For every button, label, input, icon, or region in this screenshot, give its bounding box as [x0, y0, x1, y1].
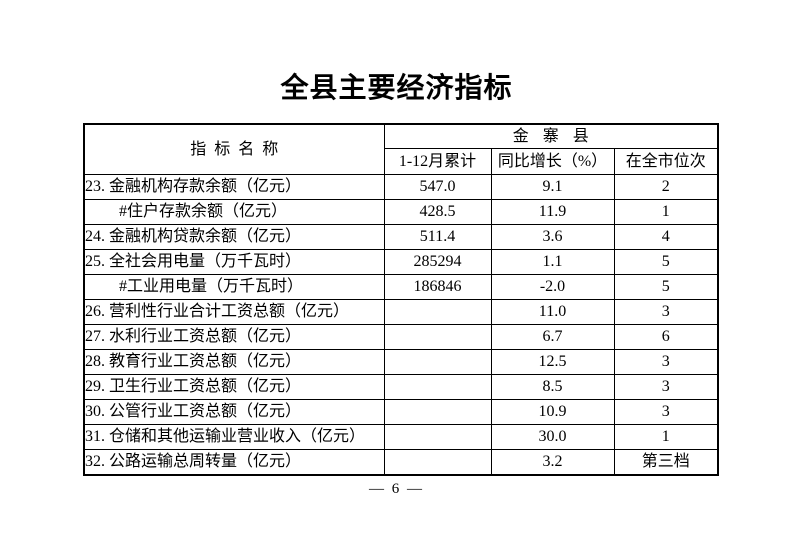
cumulative-cell	[383, 324, 492, 350]
table-row: 26. 营利性行业合计工资总额（亿元） 11.0 3	[83, 299, 719, 325]
cumulative-cell	[383, 374, 492, 400]
growth-cell: 11.9	[490, 199, 615, 225]
table-row: 27. 水利行业工资总额（亿元） 6.7 6	[83, 324, 719, 350]
indicator-label-cell: #住户存款余额（亿元）	[83, 199, 385, 225]
rank-cell: 3	[613, 299, 719, 325]
table-body: 23. 金融机构存款余额（亿元） 547.0 9.1 2 #住户存款余额（亿元） 428.…	[83, 174, 719, 475]
rank-cell: 第三档	[613, 449, 719, 475]
growth-cell: -2.0	[490, 274, 615, 300]
header-row-columns: 1-12月累计 同比增长（%） 在全市位次	[84, 148, 719, 175]
indicator-label-cell: 23. 金融机构存款余额（亿元）	[83, 174, 385, 200]
rank-cell: 1	[613, 424, 719, 450]
cumulative-cell	[383, 399, 492, 425]
table-row: 24. 金融机构贷款余额（亿元） 511.4 3.6 4	[83, 224, 719, 250]
growth-cell: 30.0	[490, 424, 615, 450]
growth-cell: 12.5	[490, 349, 615, 375]
header-county-group: 金寨县	[383, 123, 719, 149]
indicator-label-cell: 30. 公管行业工资总额（亿元）	[83, 399, 385, 425]
rank-cell: 3	[613, 349, 719, 375]
rank-cell: 3	[613, 399, 719, 425]
rank-cell: 5	[613, 249, 719, 275]
cumulative-cell: 285294	[383, 249, 492, 275]
rank-cell: 5	[613, 274, 719, 300]
table-row: #住户存款余额（亿元） 428.5 11.9 1	[83, 199, 719, 225]
rank-cell: 6	[613, 324, 719, 350]
indicator-label-cell: 29. 卫生行业工资总额（亿元）	[83, 374, 385, 400]
cumulative-cell: 428.5	[383, 199, 492, 225]
header-rank: 在全市位次	[613, 148, 719, 175]
rank-cell: 3	[613, 374, 719, 400]
header-indicator-name: 指标名称	[83, 123, 385, 175]
page-number: — 6 —	[369, 481, 424, 497]
indicator-label-cell: 28. 教育行业工资总额（亿元）	[83, 349, 385, 375]
indicator-label-cell: 31. 仓储和其他运输业营业收入（亿元）	[83, 424, 385, 450]
table-header: 指标名称 金寨县 1-12月累计 同比增长（%） 在全市位次	[83, 123, 719, 175]
table-row: 29. 卫生行业工资总额（亿元） 8.5 3	[83, 374, 719, 400]
growth-cell: 9.1	[490, 174, 615, 200]
table-row: 30. 公管行业工资总额（亿元） 10.9 3	[83, 399, 719, 425]
header-growth: 同比增长（%）	[490, 148, 615, 175]
table-row: 32. 公路运输总周转量（亿元） 3.2 第三档	[83, 449, 719, 475]
growth-cell: 6.7	[490, 324, 615, 350]
cumulative-cell: 511.4	[383, 224, 492, 250]
indicator-label-cell: 25. 全社会用电量（万千瓦时）	[83, 249, 385, 275]
cumulative-cell: 547.0	[383, 174, 492, 200]
table-row: 23. 金融机构存款余额（亿元） 547.0 9.1 2	[83, 174, 719, 200]
indicator-label-cell: 24. 金融机构贷款余额（亿元）	[83, 224, 385, 250]
cumulative-cell	[383, 449, 492, 475]
table-row: 31. 仓储和其他运输业营业收入（亿元） 30.0 1	[83, 424, 719, 450]
header-cumulative: 1-12月累计	[383, 148, 492, 175]
rank-cell: 2	[613, 174, 719, 200]
growth-cell: 10.9	[490, 399, 615, 425]
indicator-label-cell: 32. 公路运输总周转量（亿元）	[83, 449, 385, 475]
indicator-label-cell: 26. 营利性行业合计工资总额（亿元）	[83, 299, 385, 325]
rank-cell: 4	[613, 224, 719, 250]
rank-cell: 1	[613, 199, 719, 225]
growth-cell: 3.6	[490, 224, 615, 250]
table-row: 25. 全社会用电量（万千瓦时） 285294 1.1 5	[83, 249, 719, 275]
cumulative-cell	[383, 424, 492, 450]
page-title: 全县主要经济指标	[280, 73, 513, 104]
table-row: #工业用电量（万千瓦时） 186846 -2.0 5	[83, 274, 719, 300]
growth-cell: 3.2	[490, 449, 615, 475]
growth-cell: 11.0	[490, 299, 615, 325]
cumulative-cell	[383, 299, 492, 325]
cumulative-cell	[383, 349, 492, 375]
indicator-label-cell: #工业用电量（万千瓦时）	[83, 274, 385, 300]
table-row: 28. 教育行业工资总额（亿元） 12.5 3	[83, 349, 719, 375]
growth-cell: 8.5	[490, 374, 615, 400]
header-row-county: 指标名称 金寨县	[83, 123, 719, 175]
indicator-label-cell: 27. 水利行业工资总额（亿元）	[83, 324, 385, 350]
cumulative-cell: 186846	[383, 274, 492, 300]
growth-cell: 1.1	[490, 249, 615, 275]
indicators-table: 指标名称 金寨县 1-12月累计 同比增长（%） 在全市位次 23. 金融机构存…	[83, 123, 719, 476]
